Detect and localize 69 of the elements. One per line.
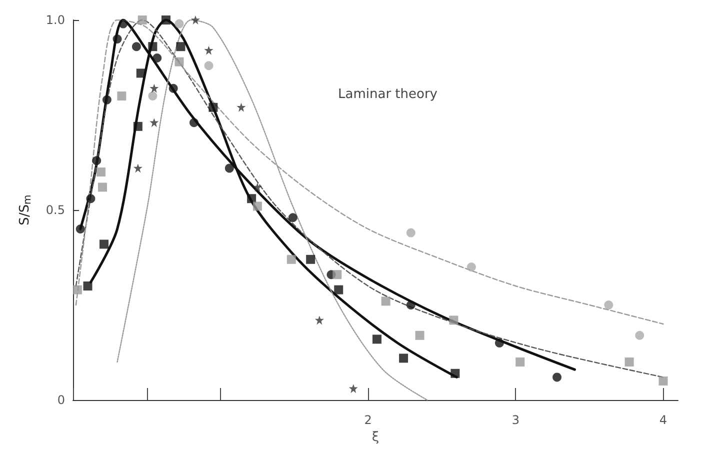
point — [372, 334, 382, 344]
point — [148, 42, 158, 52]
point — [152, 54, 162, 62]
point — [494, 338, 504, 348]
point — [204, 46, 214, 55]
point — [148, 92, 158, 100]
point — [332, 270, 342, 280]
point — [252, 182, 262, 192]
point — [112, 34, 122, 44]
point — [76, 224, 85, 234]
point — [132, 42, 141, 52]
x-tick-label: 3 — [512, 413, 520, 427]
point — [150, 118, 159, 128]
point — [96, 168, 106, 176]
point — [604, 300, 614, 310]
point — [286, 254, 296, 264]
point — [450, 368, 460, 378]
point — [406, 228, 416, 238]
point — [174, 19, 184, 28]
point — [224, 164, 234, 173]
point — [99, 240, 108, 249]
point — [136, 68, 146, 78]
point — [252, 202, 262, 211]
annotation: Laminar theory — [338, 87, 438, 102]
point — [516, 358, 525, 366]
point — [399, 354, 408, 363]
point — [118, 19, 128, 28]
point — [314, 316, 324, 325]
point — [381, 296, 390, 306]
y-tick-label: 0.5 — [46, 203, 65, 217]
point — [552, 372, 562, 382]
point — [133, 122, 142, 131]
point — [83, 282, 92, 290]
point — [168, 84, 178, 93]
point — [449, 316, 458, 325]
y-axis-title: S/Sm — [18, 194, 34, 226]
point — [466, 262, 476, 272]
point — [98, 182, 108, 192]
point — [174, 57, 184, 66]
point — [161, 16, 170, 24]
point — [236, 102, 246, 112]
x-axis-title: ξ — [372, 430, 380, 445]
point — [117, 92, 126, 100]
point — [176, 42, 186, 52]
point — [86, 194, 96, 204]
point — [406, 300, 416, 310]
y-tick-label: 1.0 — [46, 13, 65, 27]
point — [102, 95, 112, 104]
point — [190, 118, 198, 128]
point — [138, 16, 147, 24]
point — [133, 164, 142, 173]
y-tick-label: 0 — [57, 393, 65, 407]
point — [334, 285, 344, 294]
point — [208, 102, 218, 112]
point — [247, 194, 256, 204]
point — [288, 213, 298, 222]
point — [150, 84, 159, 93]
point — [72, 285, 82, 294]
point — [92, 156, 102, 166]
point — [658, 376, 668, 386]
point — [635, 330, 644, 340]
x-tick-label: 2 — [364, 413, 372, 427]
x-tick-label: 4 — [659, 413, 668, 427]
point — [306, 254, 316, 264]
point — [204, 61, 214, 70]
point — [348, 384, 358, 394]
point — [415, 330, 424, 340]
point — [624, 358, 634, 366]
point — [190, 16, 200, 24]
